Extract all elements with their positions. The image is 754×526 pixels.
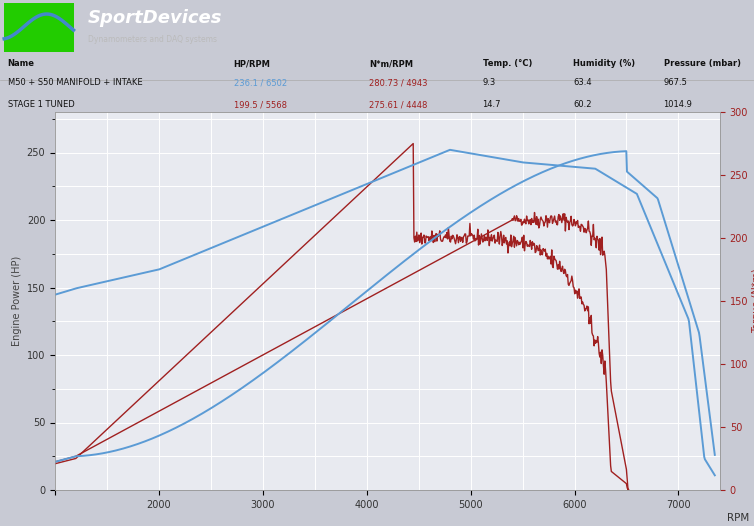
Text: STAGE 1 TUNED: STAGE 1 TUNED	[8, 100, 75, 109]
Text: 9.3: 9.3	[483, 78, 496, 87]
Y-axis label: Engine Power (HP): Engine Power (HP)	[13, 256, 23, 346]
Text: RPM: RPM	[727, 513, 749, 523]
Text: Name: Name	[8, 59, 35, 68]
Text: Humidity (%): Humidity (%)	[573, 59, 635, 68]
Text: 14.7: 14.7	[483, 100, 501, 109]
Text: Dynamometers and DAQ systems: Dynamometers and DAQ systems	[88, 35, 217, 44]
Text: M50 + S50 MANIFOLD + INTAKE: M50 + S50 MANIFOLD + INTAKE	[8, 78, 143, 87]
Text: 1014.9: 1014.9	[664, 100, 692, 109]
Bar	[5, 3, 73, 52]
Text: N*m/RPM: N*m/RPM	[369, 59, 413, 68]
Text: 967.5: 967.5	[664, 78, 688, 87]
Text: SportDevices: SportDevices	[88, 8, 222, 27]
Text: 63.4: 63.4	[573, 78, 592, 87]
Text: HP/RPM: HP/RPM	[234, 59, 271, 68]
Y-axis label: Torque (N*m): Torque (N*m)	[752, 269, 754, 333]
Text: Pressure (mbar): Pressure (mbar)	[664, 59, 740, 68]
Text: 275.61 / 4448: 275.61 / 4448	[369, 100, 428, 109]
Text: Temp. (°C): Temp. (°C)	[483, 59, 532, 68]
Text: 236.1 / 6502: 236.1 / 6502	[234, 78, 287, 87]
Text: 280.73 / 4943: 280.73 / 4943	[369, 78, 428, 87]
Text: 60.2: 60.2	[573, 100, 592, 109]
Text: 199.5 / 5568: 199.5 / 5568	[234, 100, 287, 109]
